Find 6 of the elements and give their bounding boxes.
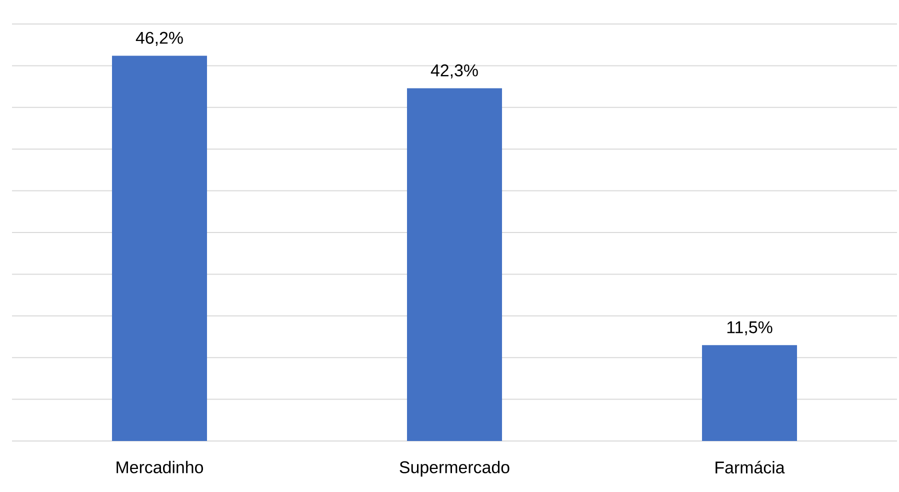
- x-tick-label: Farmácia: [716, 460, 785, 474]
- data-label: 42,3%: [430, 64, 478, 78]
- x-tick-label: Supermercado: [400, 460, 510, 477]
- data-label: 46,2%: [136, 32, 183, 46]
- x-tick-label: Mercadinho: [116, 460, 204, 474]
- data-label: 11,5%: [727, 321, 772, 336]
